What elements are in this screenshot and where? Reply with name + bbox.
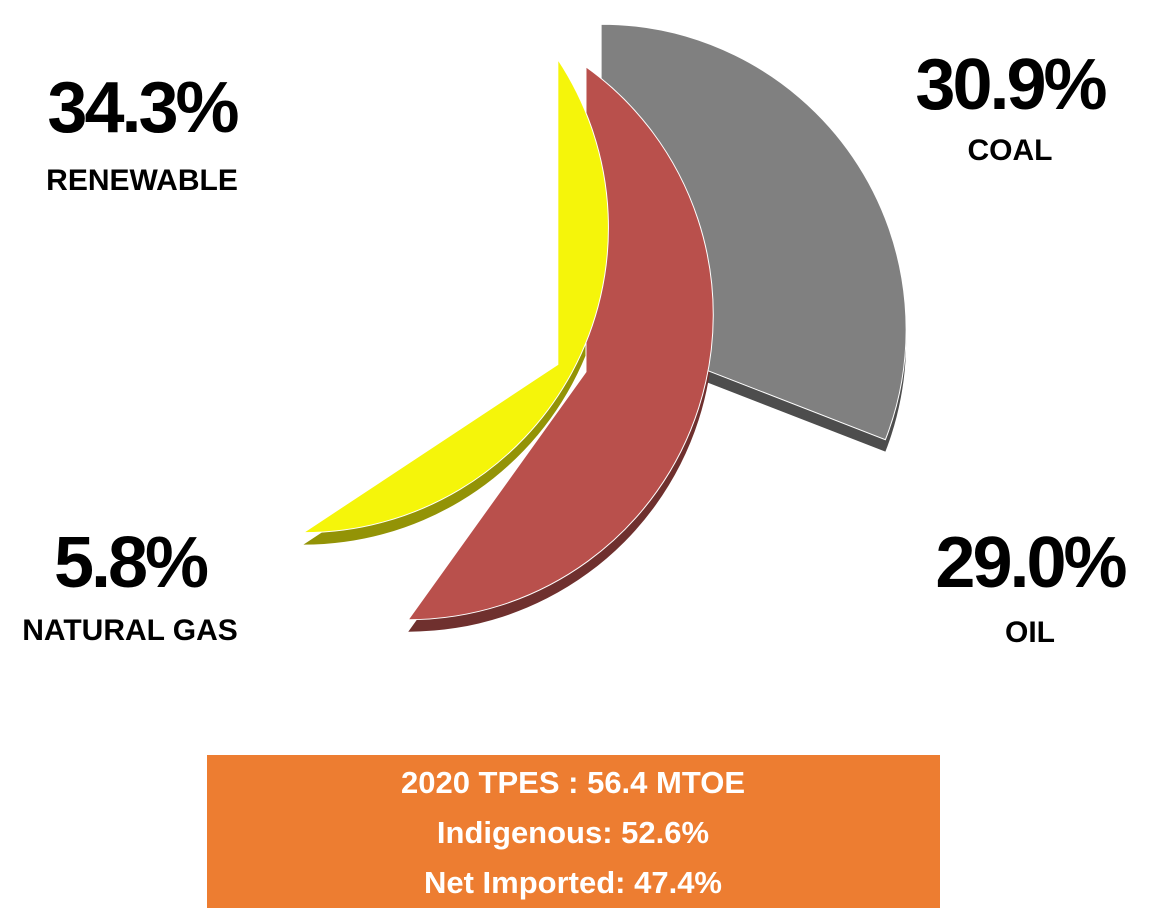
category-label: OIL <box>1005 616 1055 649</box>
value-label: 30.9% <box>915 45 1106 125</box>
value-label: 29.0% <box>935 523 1126 603</box>
category-label: RENEWABLE <box>46 164 238 197</box>
value-label: 34.3% <box>47 68 238 148</box>
slice <box>301 57 609 534</box>
summary-line: 2020 TPES : 56.4 MTOE <box>401 765 745 800</box>
summary-line: Indigenous: 52.6% <box>437 815 709 850</box>
summary-line: Net Imported: 47.4% <box>424 865 722 900</box>
value-label: 5.8% <box>54 523 208 603</box>
category-label: NATURAL GAS <box>22 614 238 647</box>
category-label: COAL <box>968 134 1053 167</box>
slice <box>407 65 714 621</box>
summary-box <box>207 755 940 908</box>
